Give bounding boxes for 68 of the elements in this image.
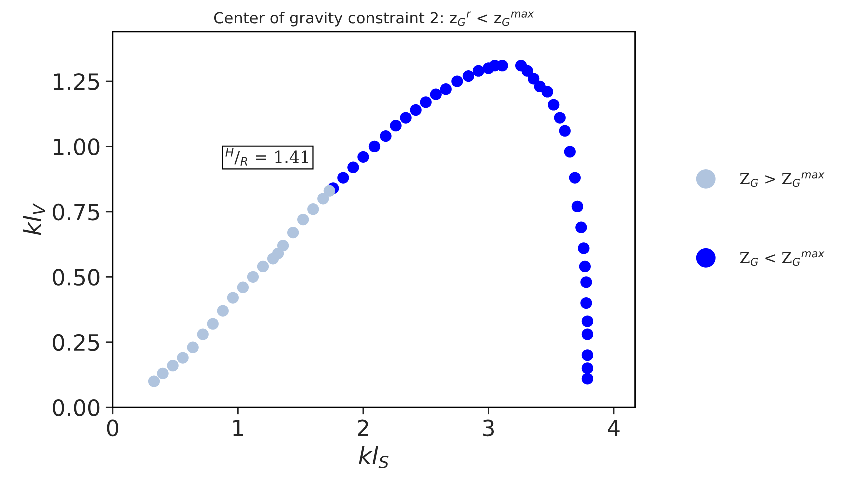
point [582,350,594,362]
point [452,76,464,88]
legend-label: Z$_{G}$ > Z$_{G}$$^{max}$ [740,172,825,188]
point [368,140,381,153]
point [237,282,250,294]
point [324,185,336,197]
y-tick-label: 0.75 [53,204,100,221]
point [580,276,592,288]
point [472,65,485,77]
point [582,316,594,328]
point [148,376,160,388]
point [430,88,442,100]
point [197,328,209,340]
point [410,104,422,116]
point [542,86,554,98]
x-tick-label: 0 [107,420,119,437]
x-axis-title: kl$_{S}$ [359,446,389,469]
point [420,96,432,108]
point [298,214,310,226]
point [528,73,540,85]
point [579,260,591,273]
x-tick-label: 1 [234,420,244,436]
point [177,352,189,364]
point [288,227,300,239]
point [167,360,179,372]
point [548,99,560,111]
point [308,204,320,216]
point [580,297,592,310]
point [569,172,581,184]
point [247,271,260,283]
y-tick-label: 0.25 [53,334,100,352]
point [400,112,412,124]
point [348,162,360,174]
point [380,130,392,142]
point [582,328,594,340]
y-tick-label: 1.25 [54,73,100,90]
x-tick-label: 2 [358,420,368,436]
chart-title: Center of gravity constraint 2: z$_{G}$$^{r}$ < z$_{G}$$^{max}$ [214,12,534,27]
point [572,200,584,213]
point [559,125,571,137]
point [257,260,270,273]
point [390,120,402,132]
legend-label: Z$_{G}$ < Z$_{G}$$^{max}$ [740,252,825,266]
point [187,342,199,354]
point [554,112,566,124]
point [157,368,169,380]
point [522,65,534,77]
point [576,222,588,234]
point [338,172,350,184]
point [227,292,239,304]
y-tick-label: 0.50 [53,269,100,286]
point [318,193,330,205]
point [207,318,219,330]
x-tick-label: 4 [608,420,620,436]
point [564,146,576,158]
point [358,151,370,163]
y-tick-label: 0.00 [53,400,100,416]
annotation: $^{H}$/$_{R}$ = 1.41 [226,148,308,166]
y-tick-label: 1.00 [54,138,100,156]
y-axis-title: kl$_{V}$ [23,203,46,236]
x-tick-label: 3 [483,420,494,437]
point [462,70,474,82]
point [440,84,452,96]
point [582,362,594,374]
point [582,373,594,385]
point [277,240,290,252]
point [217,305,229,317]
point [578,242,590,254]
